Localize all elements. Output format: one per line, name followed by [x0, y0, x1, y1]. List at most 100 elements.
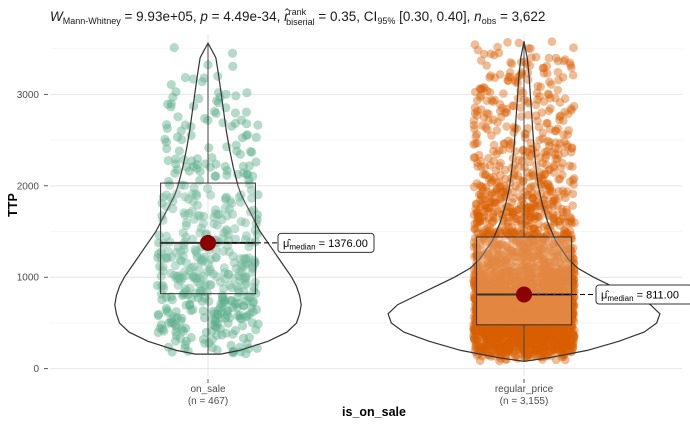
data-point: [537, 304, 546, 313]
data-point: [235, 197, 245, 207]
data-point: [238, 321, 248, 331]
data-point: [209, 106, 220, 117]
data-point: [247, 262, 258, 272]
data-point: [497, 112, 506, 122]
data-point: [556, 338, 565, 348]
data-point: [496, 228, 505, 238]
data-point: [483, 249, 493, 259]
data-point: [152, 280, 163, 291]
title-n-sub: obs: [482, 16, 497, 26]
data-point: [489, 156, 499, 166]
data-point: [225, 196, 235, 206]
data-point: [502, 122, 511, 131]
data-point: [557, 283, 566, 293]
data-point: [547, 147, 557, 157]
data-point: [537, 312, 546, 322]
data-point: [163, 253, 173, 263]
data-point: [186, 305, 196, 316]
data-point: [538, 128, 548, 138]
data-point: [490, 299, 500, 309]
data-point: [490, 306, 499, 316]
data-point: [541, 160, 551, 169]
data-point: [205, 162, 215, 172]
data-point: [554, 340, 564, 350]
data-point: [191, 273, 201, 283]
data-point: [157, 281, 167, 291]
data-point: [503, 317, 512, 327]
data-point: [515, 309, 525, 319]
data-point: [501, 329, 510, 339]
data-point: [554, 329, 563, 338]
data-point: [536, 319, 545, 328]
data-point: [195, 228, 205, 238]
data-point: [515, 336, 525, 345]
data-point: [502, 246, 512, 256]
data-point: [156, 320, 166, 330]
data-point: [499, 282, 508, 291]
data-point: [526, 316, 536, 326]
data-point: [543, 330, 552, 339]
data-point: [161, 202, 172, 212]
data-point: [493, 294, 502, 303]
data-point: [554, 75, 563, 85]
data-point: [483, 347, 492, 357]
data-point: [470, 108, 480, 118]
data-point: [505, 340, 514, 350]
data-point: [203, 184, 213, 194]
data-point: [498, 348, 507, 357]
data-point: [535, 326, 545, 336]
data-point: [514, 310, 524, 319]
data-point: [498, 303, 508, 312]
data-point: [508, 310, 518, 319]
data-point: [180, 237, 190, 247]
data-point: [562, 336, 571, 345]
data-point: [488, 293, 498, 303]
data-point: [238, 301, 249, 311]
data-point: [490, 317, 499, 326]
data-point: [240, 218, 250, 228]
data-point: [559, 116, 568, 125]
data-point: [196, 286, 206, 296]
data-point: [508, 308, 517, 317]
data-point: [491, 331, 501, 340]
data-point: [241, 231, 251, 241]
data-point: [235, 313, 245, 323]
data-point: [204, 143, 214, 153]
data-point: [223, 318, 233, 328]
data-point: [227, 121, 237, 131]
data-point: [492, 349, 501, 358]
data-point: [569, 180, 578, 189]
data-point: [549, 242, 559, 251]
data-point: [502, 342, 512, 351]
data-point: [242, 311, 252, 321]
data-point: [482, 311, 491, 321]
data-point: [213, 210, 223, 220]
data-point: [211, 209, 221, 219]
data-point: [473, 286, 482, 296]
data-point: [187, 156, 197, 166]
data-point: [545, 125, 555, 134]
data-point: [518, 219, 527, 229]
data-point: [552, 300, 562, 309]
data-point: [481, 308, 490, 317]
data-point: [491, 324, 501, 334]
data-point: [525, 157, 534, 167]
data-point: [565, 338, 575, 347]
median-point: [200, 234, 216, 251]
data-point: [518, 229, 528, 238]
data-point: [204, 296, 214, 306]
data-point: [251, 325, 261, 335]
data-point: [486, 301, 496, 311]
data-point: [561, 235, 570, 245]
data-point: [201, 327, 211, 337]
data-point: [538, 270, 547, 280]
data-point: [503, 321, 513, 331]
group-regular_price: μ̂median = 811.00: [387, 37, 690, 366]
data-point: [521, 217, 530, 226]
data-point: [188, 161, 198, 172]
data-point: [545, 274, 555, 283]
data-point: [507, 296, 517, 306]
data-point: [166, 99, 176, 109]
